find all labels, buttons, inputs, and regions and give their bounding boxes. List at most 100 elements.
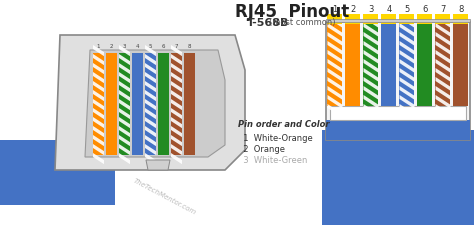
Polygon shape [146,160,170,170]
Polygon shape [119,45,130,56]
Polygon shape [93,63,104,74]
Polygon shape [93,153,104,164]
Polygon shape [119,144,130,155]
Polygon shape [364,59,379,73]
Polygon shape [328,50,343,64]
Bar [436,20,450,106]
Polygon shape [171,126,182,137]
Polygon shape [145,117,156,128]
Text: 2: 2 [110,44,113,49]
Polygon shape [171,90,182,101]
Polygon shape [322,130,474,225]
Polygon shape [364,14,379,28]
Polygon shape [119,72,130,83]
Polygon shape [171,144,182,155]
Text: 1: 1 [332,5,337,14]
Bar [328,14,343,24]
Polygon shape [328,77,343,91]
Polygon shape [328,23,343,37]
Polygon shape [145,108,156,119]
Polygon shape [119,135,130,146]
Polygon shape [436,86,450,100]
Polygon shape [0,140,115,205]
Text: Pin order and Color: Pin order and Color [238,120,329,129]
Polygon shape [328,95,343,109]
Bar [132,53,143,155]
Polygon shape [145,153,156,164]
Bar [400,20,414,106]
Bar [328,20,343,106]
Polygon shape [171,153,182,164]
Polygon shape [364,50,379,64]
Polygon shape [93,90,104,101]
Polygon shape [436,77,450,91]
Polygon shape [93,45,104,56]
Polygon shape [93,72,104,83]
Polygon shape [171,54,182,65]
Polygon shape [436,41,450,55]
Bar [346,14,361,24]
Text: 6: 6 [422,5,428,14]
Polygon shape [328,32,343,46]
Polygon shape [400,50,414,64]
Polygon shape [171,135,182,146]
Polygon shape [400,23,414,37]
Text: 5: 5 [149,44,152,49]
Text: RJ45  Pinout: RJ45 Pinout [235,3,349,21]
Polygon shape [328,104,343,118]
Bar [436,14,450,24]
Bar [330,106,466,120]
Text: 8: 8 [458,5,464,14]
Polygon shape [119,81,130,92]
Bar [454,20,468,106]
Polygon shape [400,95,414,109]
Text: T-568B: T-568B [247,18,289,28]
Polygon shape [93,126,104,137]
Polygon shape [145,99,156,110]
Bar [93,53,104,155]
Bar [119,53,130,155]
Text: 5: 5 [404,5,410,14]
Polygon shape [400,104,414,118]
Bar [364,14,379,24]
Polygon shape [364,32,379,46]
Text: 1  White-Orange: 1 White-Orange [238,134,313,143]
Polygon shape [364,95,379,109]
Polygon shape [145,54,156,65]
Polygon shape [145,144,156,155]
Polygon shape [436,50,450,64]
Polygon shape [436,14,450,28]
Polygon shape [119,108,130,119]
Polygon shape [364,86,379,100]
Bar [158,53,169,155]
Polygon shape [364,104,379,118]
Bar [400,14,414,24]
Polygon shape [328,59,343,73]
Polygon shape [145,45,156,56]
Bar [145,53,156,155]
Text: 7: 7 [440,5,446,14]
Polygon shape [328,41,343,55]
Polygon shape [364,41,379,55]
Text: 2: 2 [350,5,356,14]
Text: TheTechMentor.com: TheTechMentor.com [133,178,198,216]
Text: 1: 1 [97,44,100,49]
Polygon shape [400,59,414,73]
Polygon shape [145,90,156,101]
Polygon shape [328,68,343,82]
Text: 8: 8 [188,44,191,49]
Polygon shape [400,41,414,55]
Polygon shape [436,23,450,37]
Text: 3: 3 [123,44,126,49]
Polygon shape [145,126,156,137]
Bar [184,53,195,155]
Bar [171,53,182,155]
Polygon shape [328,86,343,100]
Bar [106,53,117,155]
Polygon shape [145,81,156,92]
Text: 6: 6 [162,44,165,49]
Polygon shape [93,54,104,65]
Bar [382,20,396,106]
Polygon shape [85,50,225,157]
Polygon shape [93,81,104,92]
